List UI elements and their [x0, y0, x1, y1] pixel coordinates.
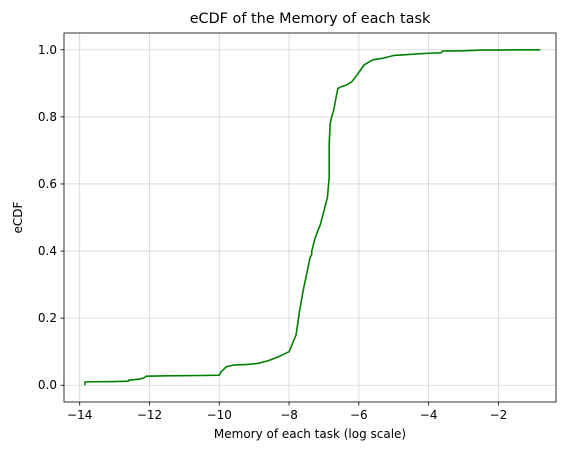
y-tick-label: 0.4: [38, 244, 57, 258]
plot-area: [84, 48, 541, 386]
y-tick-label: 0.0: [38, 378, 57, 392]
chart-title: eCDF of the Memory of each task: [190, 11, 431, 27]
x-tick-label: −10: [207, 408, 232, 422]
x-axis-title: Memory of each task (log scale): [214, 427, 406, 441]
axes-frame: [63, 32, 557, 403]
x-tick-label: −4: [420, 408, 438, 422]
x-tick-label: −14: [67, 408, 92, 422]
ecdf-series-line: [84, 48, 541, 386]
y-tick-label: 0.2: [38, 311, 57, 325]
y-tick-label: 1.0: [38, 43, 57, 57]
grid: [64, 33, 556, 402]
y-tick-label: 0.6: [38, 177, 57, 191]
x-tick-label: −2: [490, 408, 508, 422]
ticks: −14 −12 −10 −8 −6 −4 −2 0.0 0.2 0.4 0.6 0.8 1.0: [38, 43, 507, 422]
y-tick-label: 0.8: [38, 110, 57, 124]
x-tick-label: −12: [137, 408, 162, 422]
x-tick-label: −8: [280, 408, 298, 422]
y-axis-title: eCDF: [11, 201, 25, 233]
x-tick-label: −6: [350, 408, 368, 422]
